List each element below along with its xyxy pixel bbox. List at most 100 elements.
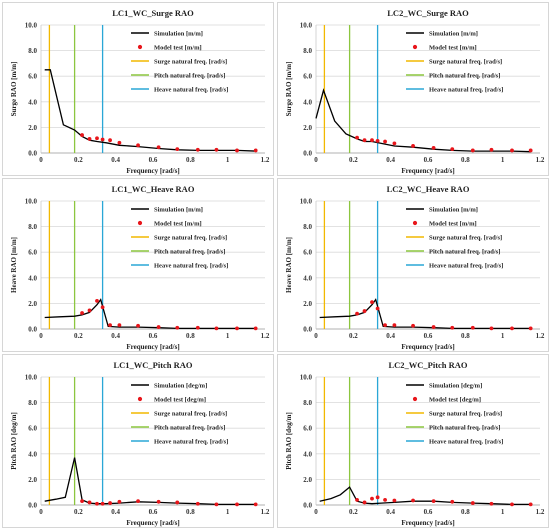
model-test-point — [392, 141, 397, 146]
model-test-point — [489, 147, 494, 152]
x-tick-label: 0.8 — [461, 332, 470, 340]
model-test-point — [431, 499, 436, 504]
y-tick-label: 0.0 — [303, 502, 312, 510]
legend-label: Model test [m/m] — [154, 220, 202, 227]
y-tick-label: 0.0 — [28, 150, 37, 158]
legend-label: Surge natural freq. [rad/s] — [154, 234, 227, 241]
model-test-point — [100, 305, 105, 310]
chart-title: LC1_WC_Surge RAO — [112, 8, 194, 18]
model-test-point — [235, 148, 239, 153]
legend-marker — [412, 44, 418, 50]
legend-marker — [137, 44, 143, 50]
x-tick-label: 0.4 — [386, 332, 395, 340]
y-axis-title: Surge RAO [m/m] — [285, 62, 293, 117]
y-tick-label: 4.0 — [303, 274, 312, 282]
x-tick-label: 0.4 — [386, 156, 395, 164]
model-test-point — [470, 325, 475, 330]
x-tick-label: 1.2 — [536, 156, 545, 164]
x-axis-title: Frequency [rad/s] — [401, 167, 454, 175]
simulation-line — [44, 457, 256, 506]
x-tick-label: 1 — [501, 156, 505, 164]
y-tick-label: 10.0 — [300, 22, 313, 30]
model-test-point — [214, 502, 219, 507]
y-tick-label: 4.0 — [28, 274, 37, 282]
y-tick-label: 6.0 — [303, 73, 312, 81]
x-tick-label: 0.4 — [111, 332, 120, 340]
rao-chart-panel: LC1_WC_Heave RAO 0.0 2.0 4.0 6.0 8.0 10.0 0 0.2 0… — [2, 178, 274, 352]
model-test-point — [117, 140, 122, 145]
legend-label: Pitch natural freq. [rad/s] — [429, 424, 500, 431]
x-axis-title: Frequency [rad/s] — [401, 519, 454, 527]
model-test-point — [362, 138, 367, 143]
legend-label: Model test [deg/m] — [154, 396, 206, 403]
y-tick-label: 0.0 — [303, 150, 312, 158]
x-tick-label: 1.2 — [536, 332, 545, 340]
x-tick-label: 0.8 — [186, 508, 195, 516]
model-test-point — [510, 502, 514, 507]
model-test-point — [195, 501, 200, 506]
legend-marker — [137, 396, 143, 402]
y-tick-label: 6.0 — [28, 73, 37, 81]
legend-label: Heave natural freq. [rad/s] — [429, 86, 503, 93]
simulation-line — [315, 88, 531, 153]
y-tick-label: 2.0 — [28, 124, 37, 132]
legend-marker — [137, 220, 143, 226]
model-test-point — [383, 497, 387, 502]
y-tick-label: 0.0 — [28, 502, 37, 510]
legend-label: Heave natural freq. [rad/s] — [154, 262, 228, 269]
x-tick-label: 0.4 — [111, 508, 120, 516]
rao-chart-panel: LC1_WC_Surge RAO 0.0 2.0 4.0 6.0 8.0 10.0 0 0.2 0… — [2, 2, 274, 176]
x-tick-label: 0 — [39, 332, 43, 340]
y-tick-label: 10.0 — [25, 198, 38, 206]
model-test-point — [80, 133, 84, 137]
model-test-point — [431, 145, 436, 150]
model-test-point — [156, 499, 161, 504]
model-test-point — [370, 496, 374, 501]
y-tick-label: 8.0 — [303, 223, 312, 231]
x-tick-label: 0.2 — [74, 332, 83, 340]
x-tick-label: 0.6 — [149, 508, 158, 516]
rao-chart-svg: LC2_WC_Surge RAO 0.0 2.0 4.0 6.0 8.0 10.0 0 0.2 0… — [285, 8, 545, 175]
model-test-point — [100, 501, 105, 506]
model-test-point — [370, 138, 374, 143]
model-test-point — [450, 147, 455, 152]
rao-chart-svg: LC2_WC_Pitch RAO 0.0 2.0 4.0 6.0 8.0 10.0 0 0.2 0… — [285, 360, 545, 527]
x-tick-label: 0.6 — [424, 508, 433, 516]
y-tick-label: 8.0 — [303, 47, 312, 55]
model-test-point — [195, 325, 200, 330]
model-test-point — [87, 500, 92, 505]
rao-chart-panel: LC1_WC_Pitch RAO 0.0 2.0 4.0 6.0 8.0 10.0 0 0.2 0… — [2, 354, 274, 528]
rao-chart-panel: LC2_WC_Pitch RAO 0.0 2.0 4.0 6.0 8.0 10.0 0 0.2 0… — [277, 354, 549, 528]
y-tick-label: 2.0 — [28, 300, 37, 308]
y-axis-title: Surge RAO [m/m] — [10, 62, 18, 117]
y-tick-label: 8.0 — [303, 399, 312, 407]
model-test-point — [87, 137, 92, 141]
model-test-point — [235, 326, 239, 331]
x-tick-label: 0.8 — [461, 156, 470, 164]
y-tick-label: 4.0 — [28, 98, 37, 106]
y-tick-label: 4.0 — [303, 450, 312, 458]
legend-label: Simulation [m/m] — [154, 206, 203, 213]
y-tick-label: 6.0 — [303, 425, 312, 433]
model-test-point — [450, 499, 455, 504]
y-axis-title: Pitch RAO [deg/m] — [285, 412, 293, 470]
model-test-point — [95, 298, 99, 303]
model-test-point — [528, 326, 533, 331]
model-test-point — [253, 148, 258, 153]
y-tick-label: 6.0 — [28, 425, 37, 433]
legend-label: Heave natural freq. [rad/s] — [429, 438, 503, 445]
model-test-point — [383, 139, 387, 144]
legend-marker — [412, 396, 418, 402]
legend-label: Surge natural freq. [rad/s] — [429, 410, 502, 417]
model-test-point — [370, 300, 374, 305]
model-test-point — [510, 326, 514, 331]
legend-label: Surge natural freq. [rad/s] — [154, 58, 227, 65]
model-test-point — [175, 147, 180, 152]
x-tick-label: 0.8 — [461, 508, 470, 516]
legend-label: Model test [deg/m] — [429, 396, 481, 403]
model-test-point — [362, 500, 367, 505]
model-test-point — [136, 499, 140, 504]
model-test-point — [80, 499, 84, 504]
legend-label: Pitch natural freq. [rad/s] — [429, 72, 500, 79]
